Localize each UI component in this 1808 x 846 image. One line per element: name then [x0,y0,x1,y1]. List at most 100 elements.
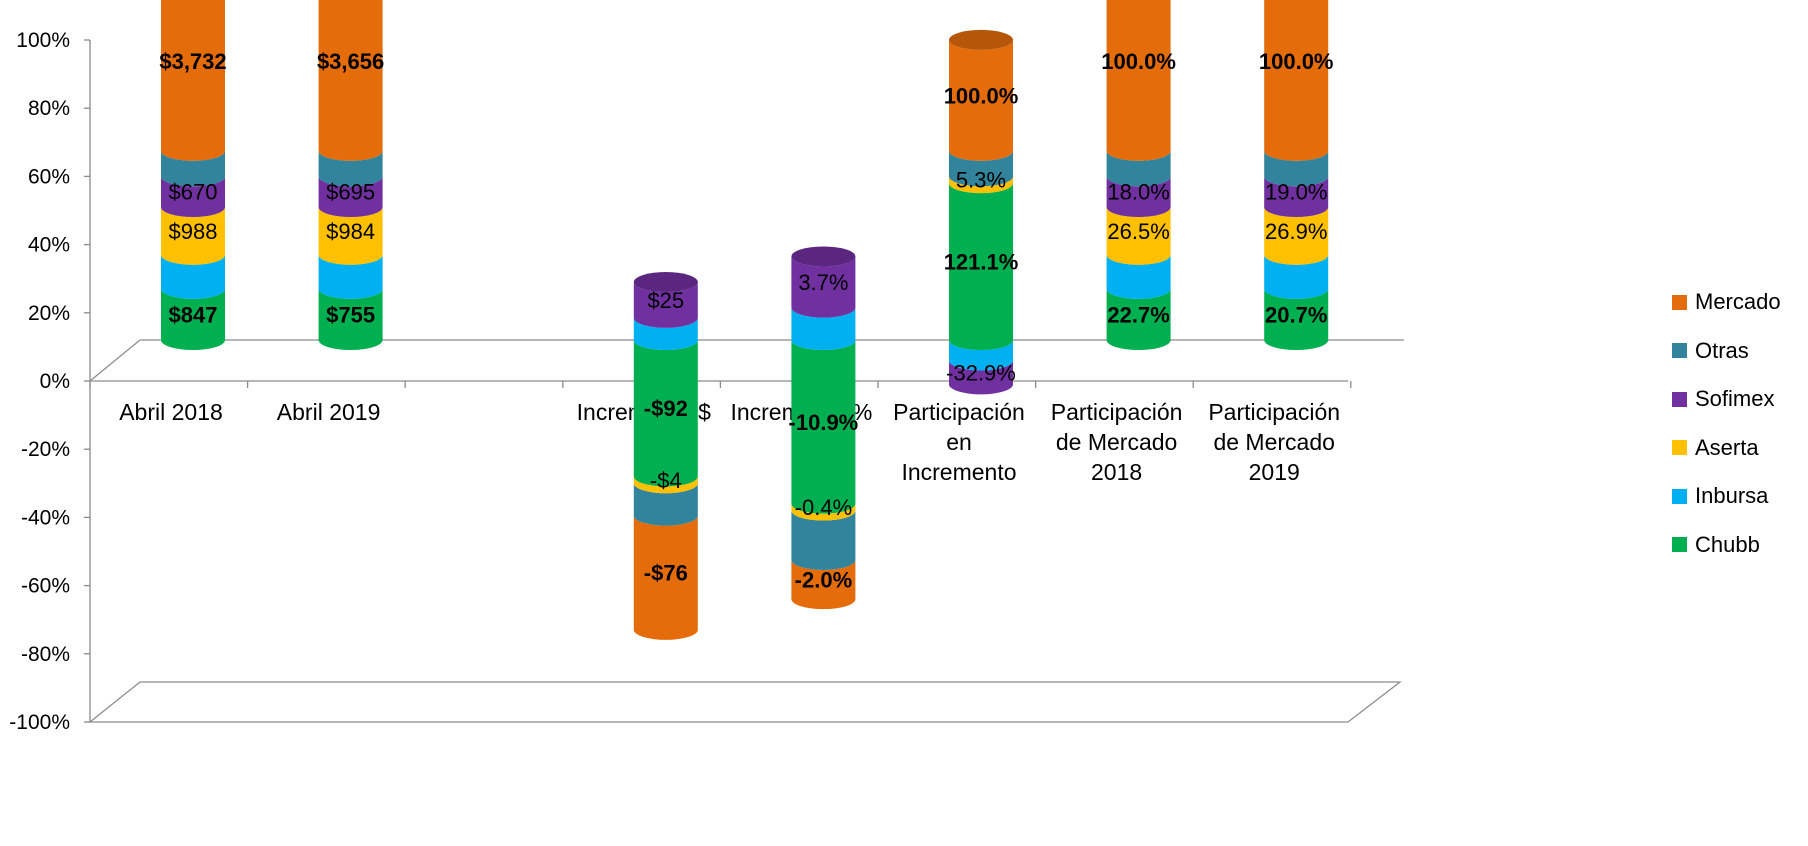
bar-segment-inbursa [318,254,383,299]
bar-segment-mercado [1106,0,1171,161]
legend-item-chubb: Chubb [1672,521,1808,570]
data-label: $3,656 [317,49,384,74]
bar-segment-sofimex [633,272,698,328]
category-label: 2018 [1091,459,1142,485]
bar-segment-inbursa [1106,254,1171,299]
category-label: Abril 2019 [277,399,381,425]
bar-segment-sofimex [949,360,1013,395]
legend-swatch [1672,440,1687,456]
data-label: 100.0% [944,83,1019,108]
bar-segment-chubb [791,340,856,514]
bar-segment-otras [949,150,1013,187]
bar-cap [949,29,1013,50]
bar-segment-inbursa [161,254,225,299]
legend-swatch [1672,294,1687,310]
category-label: Participación [893,399,1025,425]
data-label: -10.9% [789,410,859,435]
data-label: 26.5% [1107,219,1169,244]
bar-segment-aserta [633,476,698,494]
data-label: $3,732 [159,49,226,74]
category-label: Participación [1051,399,1183,425]
bar-segment-inbursa [791,307,856,350]
y-tick-label: 100% [16,29,70,52]
bar-segment-otras [791,510,856,570]
bar-segment-aserta [949,176,1013,194]
data-label: $25 [647,288,684,313]
data-label: $695 [326,180,375,205]
data-label: -2.0% [795,568,852,593]
legend-label: Inbursa [1695,483,1769,509]
bar-segment-otras [633,483,698,526]
bar-segment-sofimex [161,176,225,218]
data-label: 3.7% [798,270,848,295]
data-label: 20.7% [1265,302,1327,327]
bar-segment-otras [1106,150,1171,187]
bar-cap [633,272,698,293]
y-tick-label: -60% [21,575,70,598]
legend-swatch [1672,343,1687,359]
bar-segment-mercado [1264,0,1329,161]
legend-item-aserta: Aserta [1672,424,1808,473]
data-label: $984 [326,219,375,244]
category-label: 2019 [1249,459,1300,485]
y-tick-label: 40% [28,234,70,257]
chart-floor [88,681,1402,723]
bar-cap [791,246,856,267]
data-label: 121.1% [944,250,1019,275]
bar-segment-inbursa [949,340,1013,371]
data-label: 22.7% [1107,302,1169,327]
data-label: 18.0% [1107,180,1169,205]
legend-item-sofimex: Sofimex [1672,375,1808,424]
bar-segment-otras [318,150,383,187]
data-label: -$92 [644,396,688,421]
category-label: de Mercado [1056,429,1177,455]
data-label: 100.0% [1101,49,1176,74]
legend-label: Aserta [1695,434,1759,460]
chart: 100% 80% 60% 40% 20% 0% -20% -40% -60% -80% -100% A… [9,0,1404,734]
data-label: -$76 [644,561,688,586]
data-label: -0.4% [795,495,852,520]
legend-label: Otras [1695,337,1749,363]
y-tick-label: -80% [21,643,70,666]
bar-segment-sofimex [1106,176,1171,218]
bar-segment-aserta [1106,207,1171,265]
category-label: Participación [1208,399,1340,425]
legend-swatch [1672,488,1687,504]
bar-segment-chubb [1264,288,1329,350]
bar-segment-inbursa [1264,254,1329,299]
data-label: -32.9% [946,360,1016,385]
bar-segment-chubb [949,183,1013,350]
bar-segment-mercado [161,0,225,161]
legend-item-inbursa: Inbursa [1672,472,1808,521]
data-label: 100.0% [1259,49,1334,74]
bar-segment-sofimex [791,246,856,318]
bar-segment-aserta [1264,207,1329,265]
data-label: $847 [169,302,218,327]
bar-segment-chubb [161,288,225,350]
y-tick-label: 60% [28,165,70,188]
bar-segment-mercado [791,559,856,610]
bar-segment-sofimex [1264,176,1329,218]
category-label: de Mercado [1213,429,1334,455]
legend-label: Sofimex [1695,386,1775,412]
data-label: $755 [326,302,375,327]
bar-segment-sofimex [318,176,383,218]
y-tick-label: -20% [21,438,70,461]
legend-swatch [1672,391,1687,407]
bar-segment-mercado [949,29,1013,161]
legend-label: Mercado [1695,289,1781,315]
y-tick-label: 0% [40,370,70,393]
data-label: 26.9% [1265,219,1327,244]
legend-item-mercado: Mercado [1672,278,1808,327]
data-label: $670 [169,180,218,205]
legend-swatch [1672,537,1687,553]
bar-segment-chubb [1106,288,1171,350]
bar-segment-chubb [633,340,698,487]
legend-item-otras: Otras [1672,327,1808,376]
data-label: -$4 [650,468,682,493]
zero-plane-diagonal [89,339,141,382]
bar-segment-otras [1264,150,1329,187]
bar-segment-mercado [318,0,383,161]
bar-segment-otras [161,150,225,187]
y-tick-label: -40% [21,506,70,529]
